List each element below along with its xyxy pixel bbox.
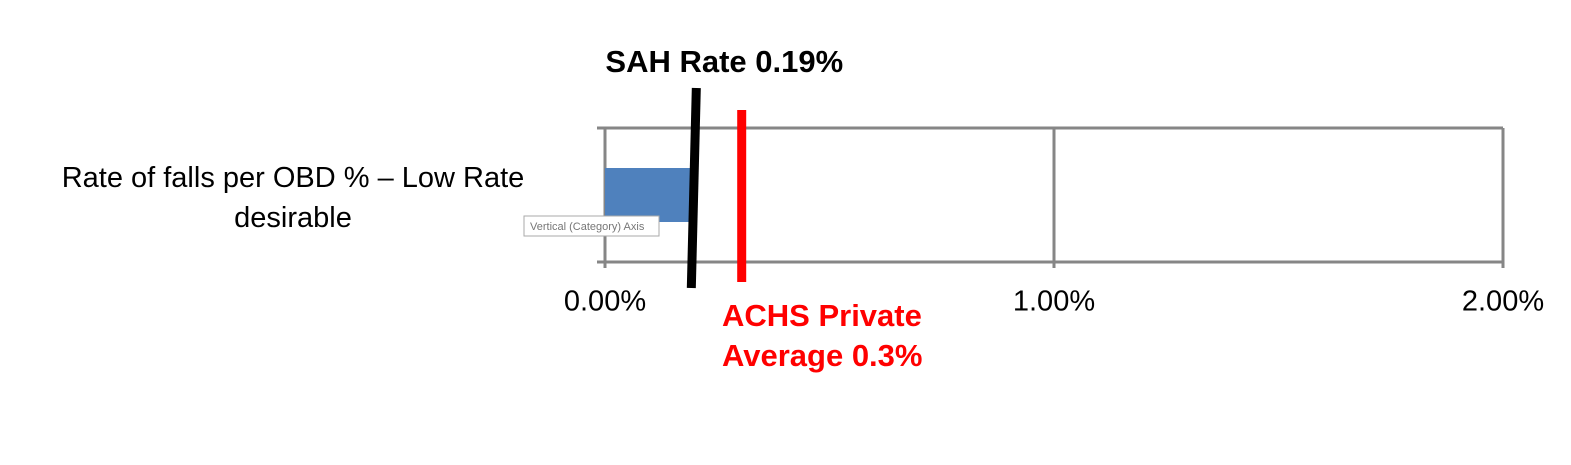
reference-label: ACHS Private xyxy=(722,298,922,333)
bar xyxy=(605,168,691,222)
tooltip-box xyxy=(523,215,660,237)
reference-label: Average 0.3% xyxy=(722,338,922,373)
reference-label: SAH Rate 0.19% xyxy=(605,44,843,79)
category-label: Rate of falls per OBD % – Low Rate desir… xyxy=(61,162,525,234)
x-tick-label: 0.00% xyxy=(564,286,646,318)
x-tick-label: 1.00% xyxy=(1013,286,1095,318)
x-tick-label: 2.00% xyxy=(1462,286,1544,318)
tooltip-text: Vertical (Category) Axis xyxy=(530,221,645,233)
reference-line xyxy=(686,87,701,289)
